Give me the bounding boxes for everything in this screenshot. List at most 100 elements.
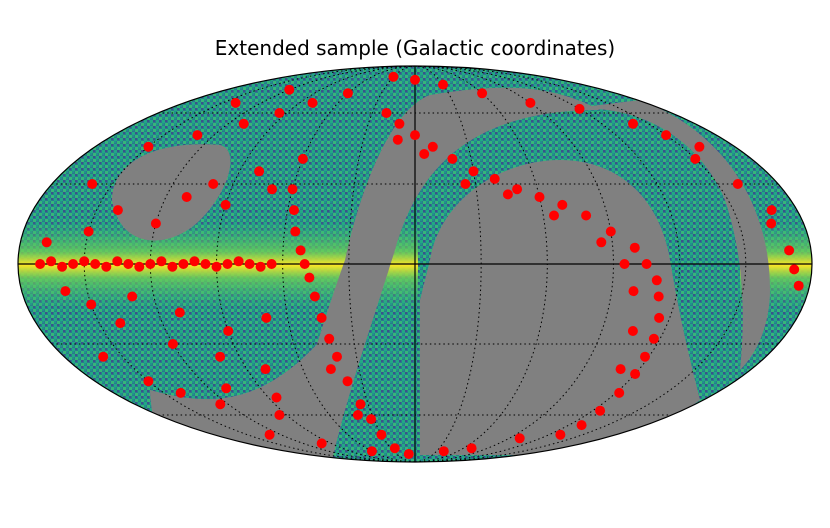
data-point <box>60 286 71 297</box>
data-point <box>332 351 342 362</box>
data-point <box>192 130 203 141</box>
data-point <box>299 259 310 269</box>
data-point <box>502 189 513 200</box>
data-point <box>605 226 616 237</box>
data-point <box>189 256 200 267</box>
data-point <box>230 97 241 108</box>
data-point <box>156 256 167 267</box>
data-point <box>419 149 430 159</box>
data-point <box>143 141 154 152</box>
data-point <box>222 259 233 269</box>
data-point <box>388 71 399 82</box>
data-point <box>789 264 800 275</box>
data-point <box>223 326 234 336</box>
data-point <box>648 333 659 344</box>
data-point <box>581 210 592 221</box>
data-point <box>534 192 545 202</box>
data-point <box>403 449 414 459</box>
data-point <box>525 97 536 108</box>
data-point <box>112 256 123 267</box>
meridian-line <box>83 66 416 462</box>
data-point <box>238 118 249 129</box>
data-point <box>86 299 97 310</box>
data-point <box>175 387 186 398</box>
data-point <box>167 339 178 349</box>
data-point <box>615 364 626 375</box>
data-point <box>98 351 109 362</box>
data-point <box>260 364 271 375</box>
data-point <box>215 351 226 362</box>
data-point <box>274 108 285 118</box>
data-point <box>261 312 272 323</box>
data-point <box>784 245 795 256</box>
data-point <box>221 383 232 394</box>
data-point <box>661 130 672 141</box>
data-point <box>629 242 640 253</box>
map-boundary <box>17 65 813 463</box>
meridian-line <box>414 66 747 462</box>
data-point <box>83 226 94 237</box>
data-point <box>290 226 301 237</box>
data-point <box>127 291 138 302</box>
data-point <box>477 88 488 99</box>
data-point <box>145 259 156 269</box>
data-point <box>87 179 98 189</box>
data-point <box>167 261 178 272</box>
data-point <box>376 429 387 440</box>
data-point <box>641 259 652 269</box>
data-point <box>57 261 68 272</box>
data-point <box>549 210 559 221</box>
data-point <box>115 318 126 329</box>
data-point <box>555 429 566 440</box>
data-point <box>352 410 363 420</box>
data-point <box>389 443 400 454</box>
data-point <box>512 184 523 195</box>
masked-region-center-right <box>420 160 700 455</box>
data-point <box>614 387 625 398</box>
data-point <box>392 134 403 145</box>
data-point <box>628 118 638 129</box>
data-point <box>295 245 306 256</box>
data-point <box>640 351 650 362</box>
data-point <box>489 173 500 184</box>
data-point <box>732 179 743 189</box>
data-point <box>694 141 705 152</box>
data-point <box>271 392 282 403</box>
data-point <box>355 399 366 410</box>
data-point <box>595 405 606 416</box>
data-point <box>255 261 266 272</box>
data-point <box>366 446 377 457</box>
data-point <box>381 108 392 118</box>
chart-title: Extended sample (Galactic coordinates) <box>214 36 616 60</box>
data-point <box>304 272 315 283</box>
data-point <box>627 326 638 336</box>
data-point <box>297 153 308 164</box>
data-point <box>289 205 299 216</box>
data-point <box>394 118 405 129</box>
data-point <box>438 446 449 457</box>
data-point <box>208 179 219 189</box>
data-point <box>215 399 226 410</box>
data-point <box>410 74 420 85</box>
data-point <box>766 205 777 216</box>
data-point <box>150 218 161 229</box>
data-point <box>46 256 57 267</box>
data-point <box>68 259 79 269</box>
data-point <box>274 410 285 420</box>
data-point <box>574 103 585 114</box>
data-point <box>123 259 134 269</box>
masked-region-right-arc <box>560 100 770 370</box>
data-point <box>244 259 255 269</box>
data-point <box>468 166 479 177</box>
data-point <box>264 429 275 440</box>
data-point <box>630 369 641 379</box>
data-point <box>174 307 185 318</box>
data-point <box>654 312 665 323</box>
data-point <box>267 184 278 195</box>
data-point <box>254 166 265 177</box>
masked-region-north-hole <box>112 144 231 241</box>
data-point <box>35 259 46 269</box>
data-point <box>112 205 123 216</box>
data-point <box>181 192 192 202</box>
data-point <box>41 237 52 248</box>
